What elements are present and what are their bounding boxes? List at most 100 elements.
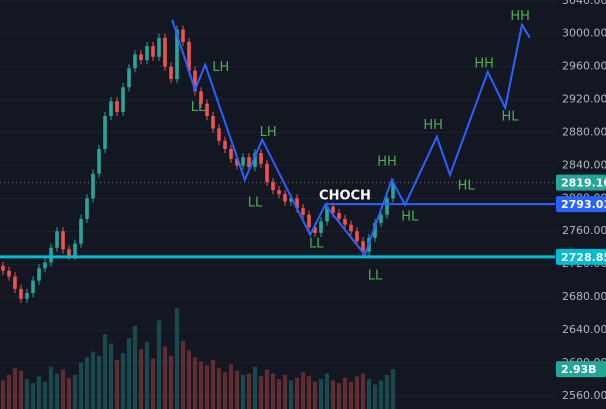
candle-body — [31, 280, 35, 293]
candle-body — [319, 221, 323, 233]
candle-body — [361, 241, 365, 252]
annotation: LL — [248, 195, 263, 210]
volume-bar — [180, 340, 186, 409]
volume-bar — [12, 368, 18, 409]
level-box — [556, 196, 606, 213]
volume-bar — [192, 357, 198, 409]
volume-bar — [174, 308, 180, 409]
volume-label: 2.93B — [561, 363, 597, 376]
volume-bar — [312, 381, 318, 409]
candle-body — [253, 153, 257, 168]
volume-bar — [90, 351, 96, 409]
volume-bar — [354, 376, 360, 409]
candle-body — [391, 182, 395, 199]
volume-bar — [120, 353, 126, 409]
candle-body — [325, 206, 329, 222]
candle-body — [85, 198, 89, 219]
annotation: HH — [423, 118, 443, 133]
volume-bar — [162, 346, 168, 409]
volume-box — [556, 361, 606, 378]
annotation: LH — [260, 125, 277, 140]
candle-body — [289, 198, 293, 202]
candle-body — [19, 288, 23, 299]
candle-body — [247, 157, 251, 168]
volume-bar — [390, 369, 396, 409]
candle-body — [379, 214, 383, 224]
candle-body — [193, 70, 197, 92]
volume-bar — [24, 379, 30, 409]
volume-bar — [222, 372, 228, 409]
volume-bar — [132, 325, 138, 409]
volume-bar — [102, 334, 108, 409]
candle-body — [37, 268, 41, 281]
candle-body — [7, 270, 11, 277]
volume-bar — [276, 379, 282, 409]
candle-body — [283, 194, 287, 202]
candle-body — [61, 231, 65, 250]
volume-bar — [18, 370, 24, 409]
volume-bar — [372, 384, 378, 409]
candle-body — [241, 157, 245, 166]
volume-bar — [228, 364, 234, 409]
y-tick-label: 2640.00 — [562, 323, 606, 336]
last-price-label: 2819.10 — [561, 177, 606, 190]
level-label: 2793.03 — [561, 198, 606, 211]
volume-bar — [384, 374, 390, 409]
annotation: HL — [401, 209, 419, 224]
y-tick-label: 2840.00 — [562, 158, 606, 171]
volume-bar — [156, 320, 162, 409]
volume-bar — [54, 373, 60, 409]
candle-body — [355, 231, 359, 242]
volume-bar — [378, 380, 384, 409]
volume-bar — [36, 376, 42, 409]
candle-body — [385, 198, 389, 215]
annotation: LL — [191, 100, 206, 115]
volume-bar — [258, 376, 264, 409]
annotation: LL — [309, 236, 324, 251]
last-price-box — [556, 174, 606, 191]
y-tick-label: 2760.00 — [562, 224, 606, 237]
candle-body — [133, 54, 137, 69]
candle-body — [97, 148, 101, 174]
volume-bar — [84, 357, 90, 409]
candle-body — [121, 87, 125, 112]
volume-bar — [318, 379, 324, 409]
volume-bar — [48, 366, 54, 409]
volume-bar — [342, 377, 348, 409]
candle-body — [43, 262, 47, 269]
candle-body — [127, 68, 131, 88]
volume-bar — [306, 376, 312, 409]
y-tick-label: 2960.00 — [562, 60, 606, 73]
candle-body — [295, 198, 299, 209]
candle-body — [223, 140, 227, 149]
volume-bar — [114, 359, 120, 409]
volume-bar — [216, 368, 222, 409]
candle-body — [301, 208, 305, 215]
annotation: HL — [501, 109, 519, 124]
volume-bar — [348, 381, 354, 409]
volume-bar — [150, 358, 156, 409]
candle-body — [235, 158, 239, 166]
volume-bar — [210, 359, 216, 409]
candle-body — [211, 116, 215, 129]
candle-body — [157, 37, 161, 57]
candle-body — [373, 223, 377, 238]
candle-body — [199, 91, 203, 104]
candle-body — [187, 41, 191, 71]
volume-bar — [78, 362, 84, 409]
candle-body — [217, 128, 221, 141]
volume-bar — [360, 373, 366, 409]
candle-body — [103, 116, 107, 149]
volume-bar — [300, 372, 306, 409]
y-tick-label: 2920.00 — [562, 93, 606, 106]
volume-bar — [138, 349, 144, 409]
annotation: HL — [458, 178, 476, 193]
volume-bar — [288, 380, 294, 409]
volume-bar — [240, 374, 246, 409]
volume-bar — [270, 373, 276, 409]
candle-body — [163, 37, 167, 67]
candle-body — [115, 101, 119, 112]
candle-body — [139, 54, 143, 61]
candle-body — [91, 173, 95, 199]
volume-bar — [294, 377, 300, 409]
